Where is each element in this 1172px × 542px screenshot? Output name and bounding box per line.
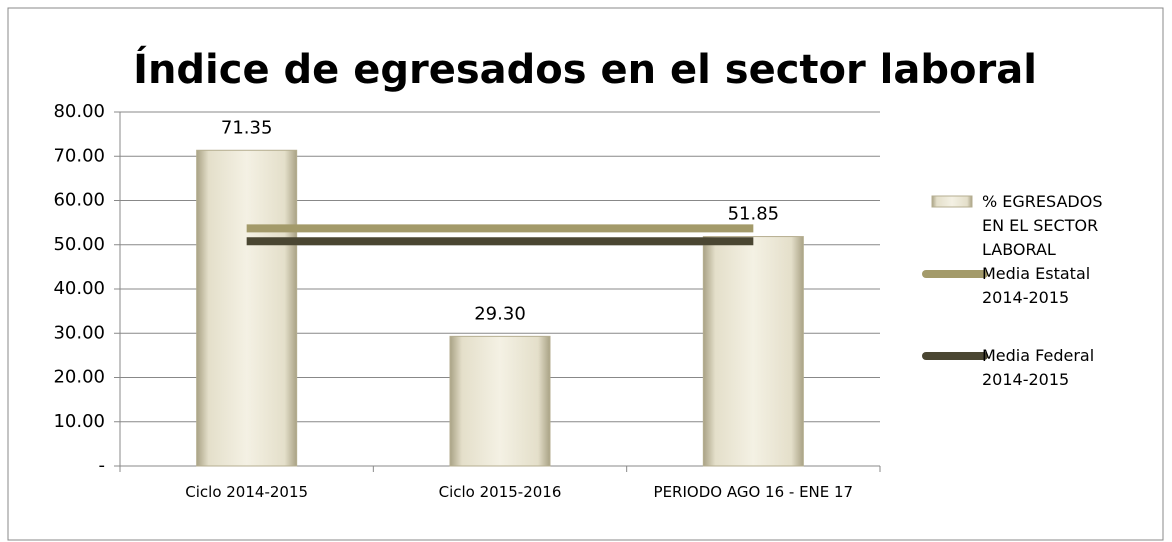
y-tick-label: 70.00 [53,145,105,166]
y-tick-label: 60.00 [53,190,105,211]
data-label: 51.85 [728,204,780,225]
bar [196,149,298,467]
legend-swatch [931,195,973,208]
y-tick-label: 20.00 [53,367,105,388]
x-tick-label: Ciclo 2015-2016 [438,483,562,501]
chart-title: Índice de egresados en el sector laboral [133,45,1037,93]
legend-label: Media Estatal 2014-2015 [982,264,1091,307]
y-tick-label: 40.00 [53,278,105,299]
legend-label: Media Federal 2014-2015 [982,346,1095,389]
y-tick-label: 30.00 [53,322,105,343]
data-label: 71.35 [221,117,273,138]
bar [449,335,551,467]
y-tick-label: 50.00 [53,234,105,255]
y-tick-label: - [99,455,106,476]
x-tick-label: Ciclo 2014-2015 [185,483,309,501]
y-tick-label: 10.00 [53,411,105,432]
y-tick-label: 80.00 [53,101,105,122]
legend-label: % EGRESADOS EN EL SECTOR LABORAL [982,192,1103,259]
bar [702,236,804,467]
data-label: 29.30 [474,303,526,324]
x-tick-label: PERIODO AGO 16 - ENE 17 [653,483,854,501]
